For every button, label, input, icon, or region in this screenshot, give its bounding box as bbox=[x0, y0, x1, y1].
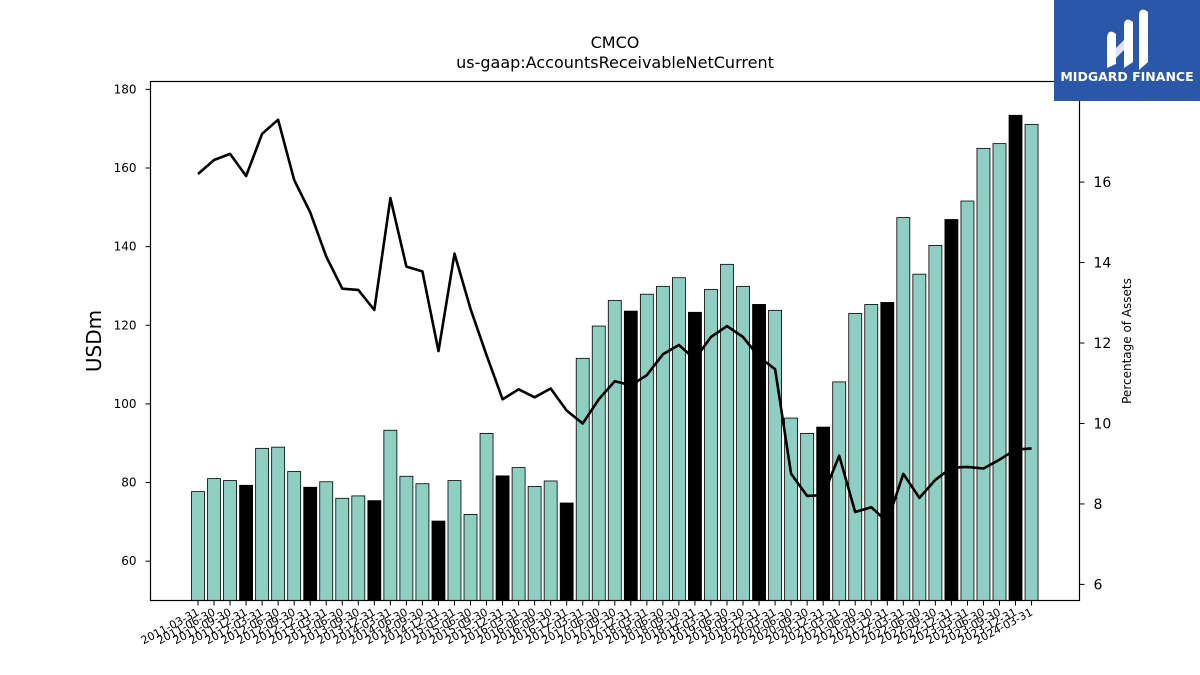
bar bbox=[1008, 114, 1023, 601]
bar bbox=[752, 304, 766, 601]
bar bbox=[575, 357, 590, 601]
bar bbox=[672, 277, 686, 601]
y-tick-label: 160 bbox=[114, 161, 137, 175]
bar bbox=[864, 304, 879, 601]
bar bbox=[287, 471, 302, 601]
bar bbox=[383, 429, 398, 601]
bar bbox=[591, 325, 606, 601]
y-tick-label: 120 bbox=[114, 318, 137, 332]
bar bbox=[848, 313, 863, 601]
bar bbox=[912, 273, 927, 601]
chart-subtitle: us-gaap:AccountsReceivableNetCurrent bbox=[456, 53, 774, 72]
logo-text: MIDGARD FINANCE bbox=[1060, 69, 1193, 84]
bar bbox=[607, 300, 622, 601]
y-tick-label: 100 bbox=[114, 397, 137, 411]
bar bbox=[928, 245, 943, 601]
bar bbox=[351, 495, 366, 601]
y-tick-label: 80 bbox=[121, 476, 136, 490]
bar bbox=[207, 478, 221, 601]
x-axis: 2011-03-312011-06-302011-09-302011-12-31… bbox=[139, 600, 1035, 647]
y-tick-label: 180 bbox=[114, 82, 137, 96]
bar bbox=[511, 467, 526, 601]
bar bbox=[415, 483, 430, 601]
y2-tick-label: 16 bbox=[1094, 175, 1112, 191]
bar bbox=[623, 310, 638, 601]
bar bbox=[479, 432, 494, 601]
bar bbox=[335, 497, 350, 601]
bar bbox=[832, 381, 847, 601]
bar bbox=[223, 480, 237, 601]
bar bbox=[960, 200, 975, 601]
bar bbox=[816, 426, 831, 601]
y-tick-label: 60 bbox=[121, 554, 136, 568]
bar bbox=[543, 480, 558, 601]
y-axis-label: USDm bbox=[82, 310, 106, 372]
bar bbox=[319, 481, 334, 601]
y2-tick-label: 14 bbox=[1094, 256, 1112, 272]
bar bbox=[768, 309, 782, 601]
bar bbox=[1024, 123, 1039, 601]
bar bbox=[944, 219, 959, 601]
midgard-finance-logo: MIDGARD FINANCE bbox=[1054, 0, 1200, 101]
bar bbox=[495, 475, 510, 601]
bar bbox=[447, 480, 462, 601]
bar bbox=[239, 484, 253, 601]
bar bbox=[367, 500, 382, 601]
y-tick-label: 140 bbox=[114, 240, 137, 254]
chart-title: CMCO bbox=[591, 33, 640, 52]
bar bbox=[559, 502, 574, 601]
y2-tick-label: 6 bbox=[1094, 577, 1103, 593]
bar bbox=[191, 491, 205, 601]
bar bbox=[800, 432, 815, 601]
y2-tick-label: 12 bbox=[1094, 336, 1112, 352]
bar bbox=[271, 446, 286, 601]
y2-axis-label: Percentage of Assets bbox=[1120, 278, 1134, 404]
y2-tick-label: 8 bbox=[1094, 497, 1103, 513]
bar bbox=[976, 147, 991, 601]
bar bbox=[303, 486, 318, 601]
line-group bbox=[197, 118, 1032, 524]
bar bbox=[399, 475, 414, 601]
bars-group bbox=[191, 114, 1039, 601]
bar bbox=[255, 447, 270, 601]
bar bbox=[639, 293, 654, 601]
y-axis: 60 80 100 120 140 160 180 bbox=[114, 82, 151, 568]
bar bbox=[992, 143, 1007, 601]
bar bbox=[720, 263, 734, 601]
bar bbox=[431, 520, 446, 601]
y2-tick-label: 10 bbox=[1094, 416, 1112, 432]
bar bbox=[896, 217, 911, 601]
bar bbox=[527, 486, 542, 601]
bar bbox=[880, 302, 895, 601]
bar bbox=[655, 285, 670, 601]
series-line bbox=[197, 118, 1032, 524]
bar bbox=[463, 513, 478, 601]
y2-axis: 6 8 10 12 14 16 bbox=[1079, 175, 1112, 593]
logo-mark-icon bbox=[1107, 9, 1148, 71]
